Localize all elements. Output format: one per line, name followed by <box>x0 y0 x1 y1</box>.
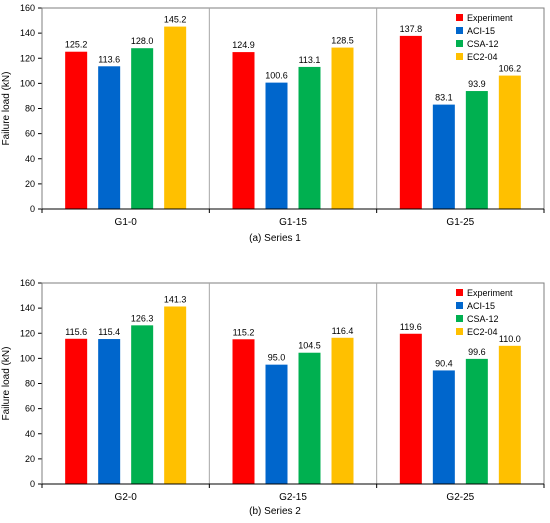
chart-series-2: Failure load (kN) 0 20 40 60 80 100 120 140 160 11… <box>1 278 545 503</box>
data-label: 115.2 <box>233 327 255 337</box>
legend-swatch <box>456 328 463 335</box>
legend-swatch <box>456 315 463 322</box>
legend-label: Experiment <box>467 13 513 23</box>
category-label: G2-25 <box>446 492 474 503</box>
legend-label: CSA-12 <box>467 39 499 49</box>
legend-label: ACI-15 <box>467 26 495 36</box>
y-tick-label: 60 <box>25 404 35 414</box>
y-tick-label: 120 <box>20 53 35 63</box>
bar <box>465 358 488 484</box>
bar <box>498 345 521 484</box>
data-label: 95.0 <box>268 353 286 363</box>
category-label: G1-15 <box>279 217 307 225</box>
y-tick-label: 140 <box>20 303 35 313</box>
data-label: 100.6 <box>265 71 288 81</box>
data-label: 113.6 <box>98 54 120 64</box>
bar <box>265 82 288 209</box>
bar <box>331 337 354 484</box>
data-label: 145.2 <box>164 15 187 25</box>
bar <box>164 26 187 210</box>
bar <box>98 339 121 484</box>
bar <box>131 325 154 484</box>
y-tick-label: 120 <box>20 328 35 338</box>
data-label: 128.0 <box>131 36 154 46</box>
y-axis-label: Failure load (kN) <box>1 347 12 421</box>
bar <box>399 333 422 484</box>
data-label: 116.4 <box>332 326 354 336</box>
data-label: 93.9 <box>468 79 486 89</box>
chart-series-1: Failure load (kN) 0 20 40 60 80 100 120 140 160 12… <box>1 3 545 225</box>
bar <box>298 66 321 209</box>
data-label: 126.3 <box>131 313 154 323</box>
data-label: 128.5 <box>331 36 354 46</box>
legend-swatch <box>456 289 463 296</box>
legend-label: CSA-12 <box>467 314 499 324</box>
data-label: 113.1 <box>299 55 321 65</box>
data-label: 110.0 <box>499 334 521 344</box>
data-label: 106.2 <box>499 64 522 74</box>
y-tick-label: 80 <box>25 379 35 389</box>
bar <box>465 91 488 209</box>
category-label: G1-0 <box>115 217 138 225</box>
data-label: 115.6 <box>65 327 87 337</box>
bar <box>298 352 321 484</box>
legend-label: Experiment <box>467 288 513 298</box>
bar <box>432 104 455 209</box>
data-label: 99.6 <box>468 347 486 357</box>
data-label: 90.4 <box>435 358 453 368</box>
legend-label: ACI-15 <box>467 301 495 311</box>
data-label: 124.9 <box>232 40 255 50</box>
data-label: 125.2 <box>65 40 88 50</box>
y-tick-label: 40 <box>25 429 35 439</box>
data-label: 83.1 <box>435 93 453 103</box>
bar <box>331 47 354 210</box>
y-tick-label: 20 <box>25 179 35 189</box>
data-label: 115.4 <box>98 327 120 337</box>
bar <box>65 51 88 209</box>
bar <box>498 75 521 210</box>
y-tick-label: 160 <box>20 3 35 13</box>
legend-label: EC2-04 <box>467 52 498 62</box>
legend-swatch <box>456 53 463 60</box>
caption-series-1: (a) Series 1 <box>249 233 301 244</box>
y-tick-label: 140 <box>20 28 35 38</box>
legend-swatch <box>456 302 463 309</box>
data-label: 141.3 <box>164 294 187 304</box>
legend-label: EC2-04 <box>467 327 498 337</box>
bar <box>232 52 255 209</box>
y-tick-label: 40 <box>25 154 35 164</box>
category-label: G1-25 <box>446 217 474 225</box>
bar <box>265 364 288 484</box>
y-tick-label: 80 <box>25 104 35 114</box>
data-label: 137.8 <box>400 24 423 34</box>
y-tick-label: 60 <box>25 129 35 139</box>
data-label: 104.5 <box>298 341 321 351</box>
bar <box>131 48 154 210</box>
y-tick-label: 0 <box>30 204 35 214</box>
y-tick-label: 100 <box>20 78 35 88</box>
category-label: G2-0 <box>115 492 138 503</box>
legend-swatch <box>456 14 463 21</box>
caption-series-2: (b) Series 2 <box>249 506 301 517</box>
category-label: G2-15 <box>279 492 307 503</box>
bar <box>432 370 455 484</box>
y-tick-label: 20 <box>25 454 35 464</box>
bar <box>399 35 422 209</box>
legend-swatch <box>456 40 463 47</box>
y-tick-label: 160 <box>20 278 35 288</box>
bar <box>164 306 187 484</box>
y-tick-label: 100 <box>20 353 35 363</box>
y-axis-label: Failure load (kN) <box>1 72 12 146</box>
legend-swatch <box>456 27 463 34</box>
bar <box>232 339 255 484</box>
bar <box>98 66 121 209</box>
data-label: 119.6 <box>400 322 422 332</box>
bar <box>65 338 88 484</box>
y-tick-label: 0 <box>30 479 35 489</box>
